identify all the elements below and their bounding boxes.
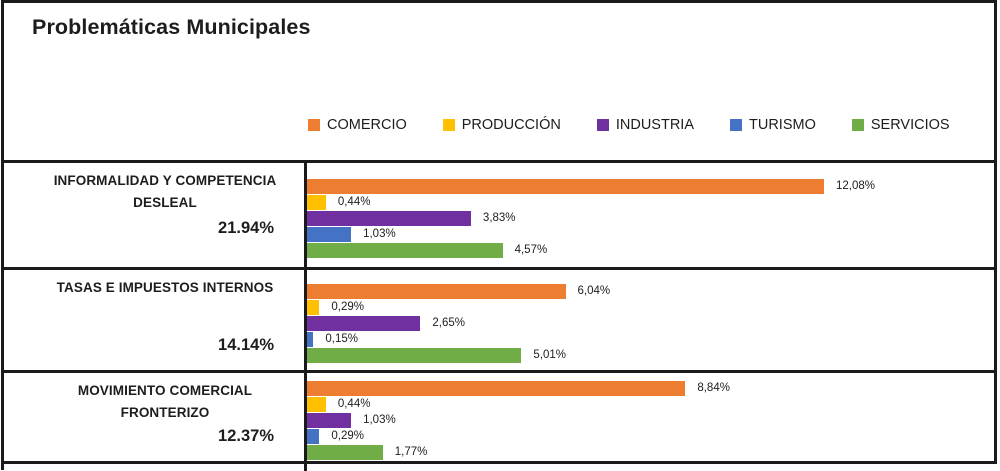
bar-line-servicios: 1,77% [307,444,997,461]
bar-line-industria: 1,03% [307,412,997,429]
bar-value-label: 1,77% [391,444,431,461]
legend-swatch-icon [730,119,742,131]
bar-value-label: 0,29% [328,299,368,316]
bar-line-turismo: 0,29% [307,428,997,445]
bar-line-produccion: 0,29% [307,299,997,316]
bar-line-servicios: 4,57% [307,242,997,259]
legend-label: COMERCIO [327,117,407,133]
category-row-partial [1,461,997,471]
bar-line-comercio: 12,08% [307,178,997,195]
legend-item-turismo: TURISMO [730,117,816,133]
bar-servicios [307,347,522,364]
bar-line-comercio: 8,84% [307,380,997,397]
category-total-percent: 12.37% [218,427,274,445]
category-row-informalidad-y-competencia-desleal: INFORMALIDAD Y COMPETENCIA DESLEAL 21.94%… [1,160,997,267]
bar-value-label: 1,03% [360,226,399,243]
legend-swatch-icon [442,119,455,131]
bar-industria [307,210,471,227]
bar-comercio [307,178,825,195]
bar-produccion [307,396,326,413]
bar-value-label: 0,15% [322,331,362,348]
bars-cell: 12,08% 0,44% 3,83% 1,03% 4,57% [304,163,997,267]
category-name: TASAS E IMPUESTOS INTERNOS [56,280,274,295]
bar-industria [307,412,352,429]
legend-swatch-icon [596,119,609,131]
legend-swatch-icon [308,119,320,131]
category-total-percent: 21.94% [218,219,274,237]
bar-line-produccion: 0,44% [307,194,997,211]
bars-cell: 8,84% 0,44% 1,03% 0,29% 1,77% [304,373,997,461]
frame-left-border [1,0,4,470]
bar-produccion [307,299,320,316]
legend-item-comercio: COMERCIO [308,117,407,133]
category-total-percent: 14.14% [218,336,274,354]
bars-cell [304,464,997,471]
category-name: MOVIMIENTO COMERCIAL FRONTERIZO [77,383,253,420]
chart-title: Problemáticas Municipales [32,15,311,39]
bar-turismo [307,428,320,445]
legend-label: PRODUCCIÓN [461,117,561,133]
legend-label: SERVICIOS [870,117,950,133]
category-row-tasas-e-impuestos-internos: TASAS E IMPUESTOS INTERNOS 14.14% 6,04% 0,2… [1,267,997,370]
bar-value-label: 1,03% [360,412,399,429]
bar-value-label: 0,44% [334,194,374,211]
bar-turismo [307,226,352,243]
category-name: INFORMALIDAD Y COMPETENCIA DESLEAL [53,173,277,210]
bar-industria [307,315,421,332]
legend-swatch-icon [851,119,864,131]
bar-line-industria: 2,65% [307,315,997,332]
frame-right-border [994,0,997,464]
bar-turismo [307,331,314,348]
category-label-cell: TASAS E IMPUESTOS INTERNOS 14.14% [4,270,304,370]
bar-value-label: 0,44% [334,396,374,413]
bar-line-turismo: 0,15% [307,331,997,348]
bar-value-label: 5,01% [530,347,570,364]
category-label-cell: INFORMALIDAD Y COMPETENCIA DESLEAL 21.94% [4,163,304,267]
bar-value-label: 6,04% [574,283,614,300]
bar-line-comercio: 6,04% [307,283,997,300]
legend: COMERCIO PRODUCCIÓN INDUSTRIA TURISMO SERVIC… [308,117,950,133]
category-row-movimiento-comercial-fronterizo: MOVIMIENTO COMERCIAL FRONTERIZO 12.37% 8,8… [1,370,997,461]
bars-cell: 6,04% 0,29% 2,65% 0,15% 5,01% [304,270,997,370]
bar-value-label: 4,57% [511,242,551,259]
bar-comercio [307,283,566,300]
bar-value-label: 8,84% [694,380,733,397]
chart-rows: INFORMALIDAD Y COMPETENCIA DESLEAL 21.94%… [1,160,997,471]
category-label-cell: MOVIMIENTO COMERCIAL FRONTERIZO 12.37% [4,373,304,461]
bar-value-label: 3,83% [479,210,519,227]
legend-label: INDUSTRIA [615,117,694,133]
legend-item-produccion: PRODUCCIÓN [442,117,561,133]
frame-top-border [1,0,997,3]
bar-value-label: 12,08% [833,178,879,195]
chart-header: Problemáticas Municipales COMERCIO PRODUC… [4,3,994,160]
bar-line-servicios: 5,01% [307,347,997,364]
bar-value-label: 2,65% [429,315,469,332]
bar-servicios [307,444,383,461]
legend-label: TURISMO [749,117,816,133]
bar-value-label: 0,29% [328,428,368,445]
bar-comercio [307,380,686,397]
bar-servicios [307,242,503,259]
bar-line-produccion: 0,44% [307,396,997,413]
legend-item-industria: INDUSTRIA [596,117,694,133]
legend-item-servicios: SERVICIOS [851,117,950,133]
bar-line-turismo: 1,03% [307,226,997,243]
bar-produccion [307,194,326,211]
bar-line-industria: 3,83% [307,210,997,227]
